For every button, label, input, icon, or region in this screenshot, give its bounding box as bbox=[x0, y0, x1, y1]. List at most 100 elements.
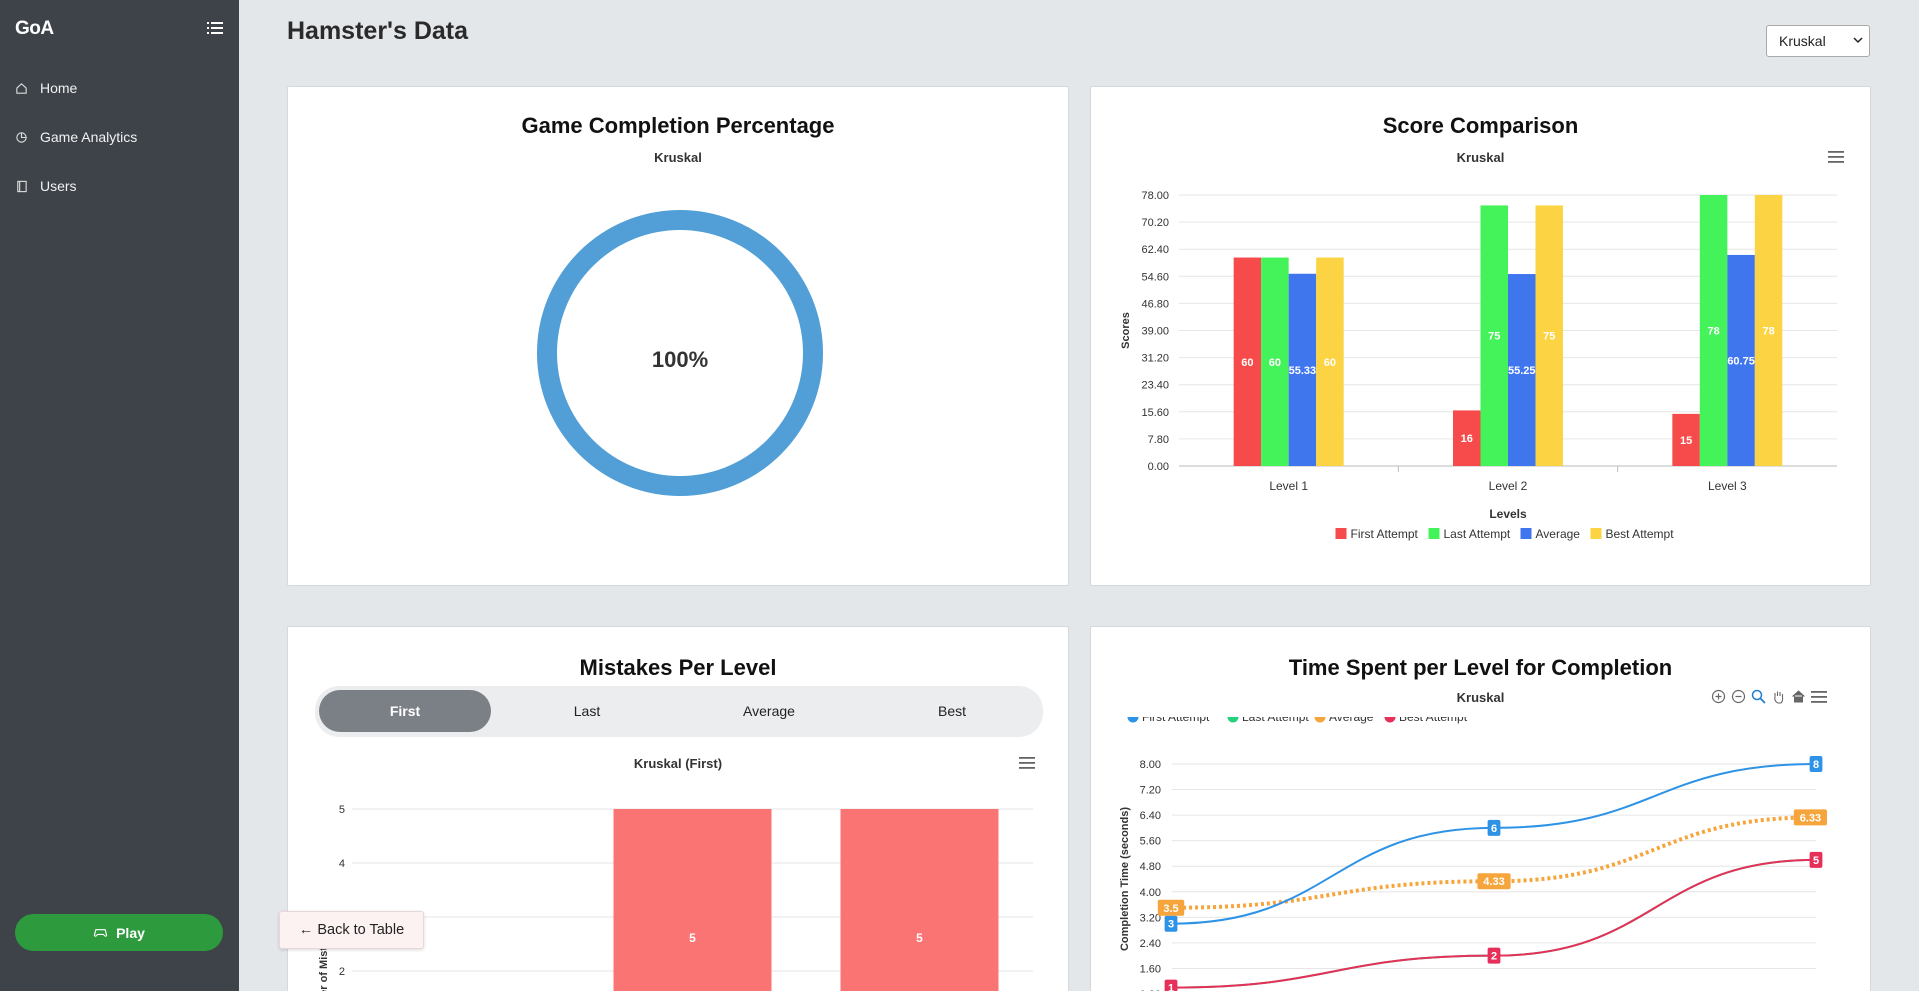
completion-card: Game Completion Percentage Kruskal 100% bbox=[287, 86, 1069, 586]
time-data-label: 4.33 bbox=[1483, 876, 1504, 888]
score-bar-label: 60 bbox=[1269, 357, 1281, 369]
score-bar bbox=[1672, 413, 1700, 466]
zoom-in-icon[interactable] bbox=[1711, 689, 1726, 704]
reset-home-icon[interactable] bbox=[1791, 689, 1806, 704]
time-subtitle: Kruskal bbox=[1456, 690, 1505, 705]
time-y-tick-label: 0.80 bbox=[1140, 989, 1161, 991]
score-menu-icon[interactable] bbox=[1828, 151, 1844, 163]
score-bar-label: 60.75 bbox=[1727, 355, 1755, 367]
score-y-tick-label: 0.00 bbox=[1148, 461, 1169, 473]
score-legend-marker bbox=[1335, 528, 1347, 539]
pan-hand-icon[interactable] bbox=[1771, 689, 1786, 704]
score-legend-marker bbox=[1520, 528, 1532, 539]
play-button[interactable]: Play bbox=[15, 914, 223, 951]
score-bar bbox=[1727, 254, 1755, 466]
mistakes-bar-label: 5 bbox=[689, 931, 696, 945]
time-data-label-box bbox=[1164, 979, 1178, 991]
time-data-label: 5 bbox=[1813, 855, 1819, 867]
score-legend-label[interactable]: Best Attempt bbox=[1606, 527, 1675, 541]
score-bar-label: 78 bbox=[1762, 326, 1774, 338]
analytics-icon bbox=[16, 131, 27, 143]
time-legend-label[interactable]: First Attempt bbox=[1142, 717, 1210, 724]
time-data-label: 6 bbox=[1491, 823, 1497, 835]
score-y-tick-label: 23.40 bbox=[1141, 380, 1169, 392]
time-data-label: 1 bbox=[1168, 983, 1174, 991]
score-bar-chart: 0.00 7.80 15.60 23.40 31.20 39.00 46.80 54.60 62… bbox=[1120, 190, 1837, 541]
time-data-label: 2 bbox=[1491, 951, 1497, 963]
gamepad-icon bbox=[93, 929, 108, 937]
tab-last[interactable]: Last bbox=[573, 703, 601, 719]
mistakes-menu-icon[interactable] bbox=[1019, 757, 1035, 769]
time-y-tick-label: 6.40 bbox=[1140, 810, 1161, 822]
score-bar-label: 15 bbox=[1680, 435, 1692, 447]
score-bar-label: 60 bbox=[1241, 357, 1253, 369]
time-title: Time Spent per Level for Completion bbox=[1288, 655, 1673, 680]
score-y-tick-label: 15.60 bbox=[1141, 407, 1169, 419]
mistakes-subtitle: Kruskal (First) bbox=[633, 756, 723, 771]
sidebar-item-game-analytics[interactable]: Game Analytics bbox=[15, 124, 137, 150]
score-card: Score Comparison Kruskal 0.00 7.80 15.60 23… bbox=[1090, 86, 1871, 586]
time-y-axis-title: Completion Time (seconds) bbox=[1119, 807, 1131, 951]
time-data-label-box bbox=[1164, 915, 1178, 932]
score-y-tick-label: 70.20 bbox=[1141, 217, 1169, 229]
time-legend-label[interactable]: Last Attempt bbox=[1242, 717, 1309, 724]
score-y-tick-label: 46.80 bbox=[1141, 298, 1169, 310]
score-bar-label: 75 bbox=[1543, 331, 1555, 343]
time-menu-icon[interactable] bbox=[1811, 689, 1827, 704]
time-legend-marker bbox=[1127, 717, 1139, 723]
tab-best[interactable]: Best bbox=[937, 703, 966, 719]
sidebar-item-home[interactable]: Home bbox=[15, 75, 77, 101]
completion-donut-chart: 100% bbox=[537, 210, 823, 496]
score-y-axis-title: Scores bbox=[1120, 312, 1132, 349]
time-data-label: 6.33 bbox=[1800, 812, 1821, 824]
score-bar-label: 55.33 bbox=[1289, 365, 1317, 377]
mistakes-bar bbox=[840, 809, 999, 991]
score-legend-label[interactable]: First Attempt bbox=[1351, 527, 1419, 541]
sidebar: GoA Home Game Analytics Users Play bbox=[0, 0, 239, 991]
time-y-tick-label: 1.60 bbox=[1140, 963, 1161, 975]
time-data-label-box bbox=[1487, 947, 1501, 964]
score-bar bbox=[1754, 195, 1783, 466]
score-bar bbox=[1316, 257, 1344, 466]
time-data-label-box bbox=[1809, 851, 1823, 868]
score-legend-label[interactable]: Last Attempt bbox=[1444, 527, 1511, 541]
time-y-tick-label: 4.00 bbox=[1140, 887, 1161, 899]
score-y-tick-label: 31.20 bbox=[1141, 353, 1169, 365]
score-bar-label: 16 bbox=[1461, 433, 1473, 445]
selection-zoom-icon[interactable] bbox=[1751, 689, 1766, 704]
mistakes-y-tick-label: 5 bbox=[339, 804, 345, 816]
algorithm-select[interactable]: Kruskal bbox=[1766, 25, 1870, 57]
time-toolbar bbox=[1711, 689, 1827, 704]
brand-logo[interactable]: GoA bbox=[15, 18, 54, 39]
menu-toggle-icon[interactable] bbox=[206, 19, 224, 37]
time-y-tick-label: 2.40 bbox=[1140, 938, 1161, 950]
score-legend-label[interactable]: Average bbox=[1536, 527, 1581, 541]
time-legend-label[interactable]: Average bbox=[1329, 717, 1374, 724]
time-line-chart: 0.80 1.60 2.40 3.20 4.00 4.80 5.60 6.40 7.20 8.00… bbox=[1119, 717, 1827, 991]
sidebar-item-users[interactable]: Users bbox=[15, 173, 77, 199]
score-bar bbox=[1508, 274, 1536, 466]
tab-first[interactable]: First bbox=[319, 690, 491, 732]
mistakes-y-tick-label: 2 bbox=[339, 966, 345, 978]
zoom-out-icon[interactable] bbox=[1731, 689, 1746, 704]
time-y-tick-label: 8.00 bbox=[1140, 759, 1161, 771]
score-x-tick-label: Level 1 bbox=[1269, 479, 1308, 493]
score-bar bbox=[1453, 410, 1481, 466]
time-series-line bbox=[1170, 763, 1817, 925]
back-to-table-button[interactable]: ← Back to Table bbox=[279, 911, 424, 949]
completion-donut-ring bbox=[537, 210, 823, 496]
sidebar-item-label: Users bbox=[40, 178, 77, 194]
score-bar-label: 78 bbox=[1707, 326, 1719, 338]
time-data-label-box bbox=[1793, 809, 1827, 826]
score-bar bbox=[1699, 195, 1728, 466]
time-data-label: 3 bbox=[1168, 919, 1174, 931]
time-legend-label[interactable]: Best Attempt bbox=[1399, 717, 1468, 724]
score-bar bbox=[1480, 205, 1508, 466]
tab-average[interactable]: Average bbox=[743, 703, 795, 719]
score-legend-marker bbox=[1590, 528, 1602, 539]
time-data-label-box bbox=[1477, 873, 1511, 890]
score-bar-label: 75 bbox=[1488, 331, 1500, 343]
score-bar bbox=[1261, 257, 1289, 466]
mistakes-title: Mistakes Per Level bbox=[579, 655, 777, 680]
